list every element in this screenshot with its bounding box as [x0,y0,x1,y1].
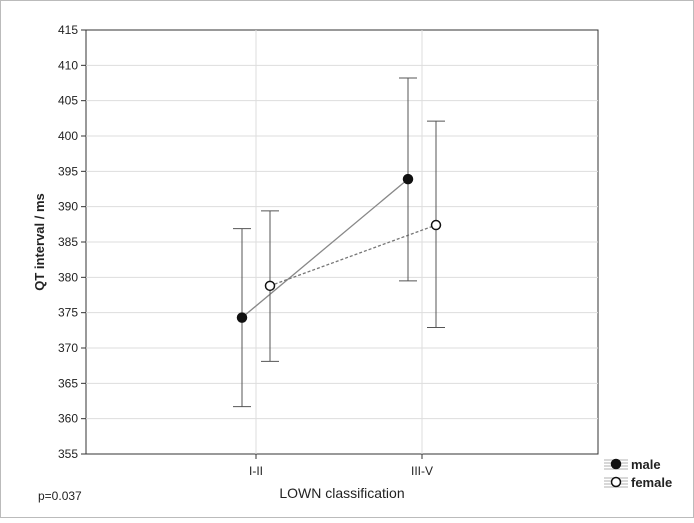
y-tick-label: 395 [58,164,78,178]
y-tick-label: 415 [58,23,78,37]
x-tick-label: III-V [411,464,433,478]
data-point-male [402,173,414,185]
y-tick-label: 405 [58,94,78,108]
y-tick-label: 355 [58,447,78,461]
p-value-annotation: p=0.037 [38,489,82,503]
y-tick-label: 390 [58,200,78,214]
legend-marker-female [610,476,622,488]
x-tick-label: I-II [249,464,263,478]
y-tick-label: 380 [58,270,78,284]
data-point-female [264,280,276,292]
legend: male female [604,457,672,490]
data-point-male [236,312,248,323]
y-tick-label: 365 [58,376,78,390]
y-tick-label: 400 [58,129,78,143]
x-axis-label: LOWN classification [279,485,404,501]
y-tick-label: 375 [58,306,78,320]
legend-marker-male [610,458,622,470]
grid [86,30,598,454]
y-tick-label: 385 [58,235,78,249]
y-axis: 355 360 365 370 375 380 385 390 395 400 405 410 415 [58,23,86,461]
y-tick-label: 410 [58,58,78,72]
y-tick-label: 360 [58,412,78,426]
x-axis: I-II III-V [249,454,433,478]
data-point-female [430,219,442,231]
data-points [236,173,442,323]
y-tick-label: 370 [58,341,78,355]
legend-label-female: female [631,475,672,490]
legend-label-male: male [631,457,661,472]
y-axis-label: QT interval / ms [32,193,47,291]
